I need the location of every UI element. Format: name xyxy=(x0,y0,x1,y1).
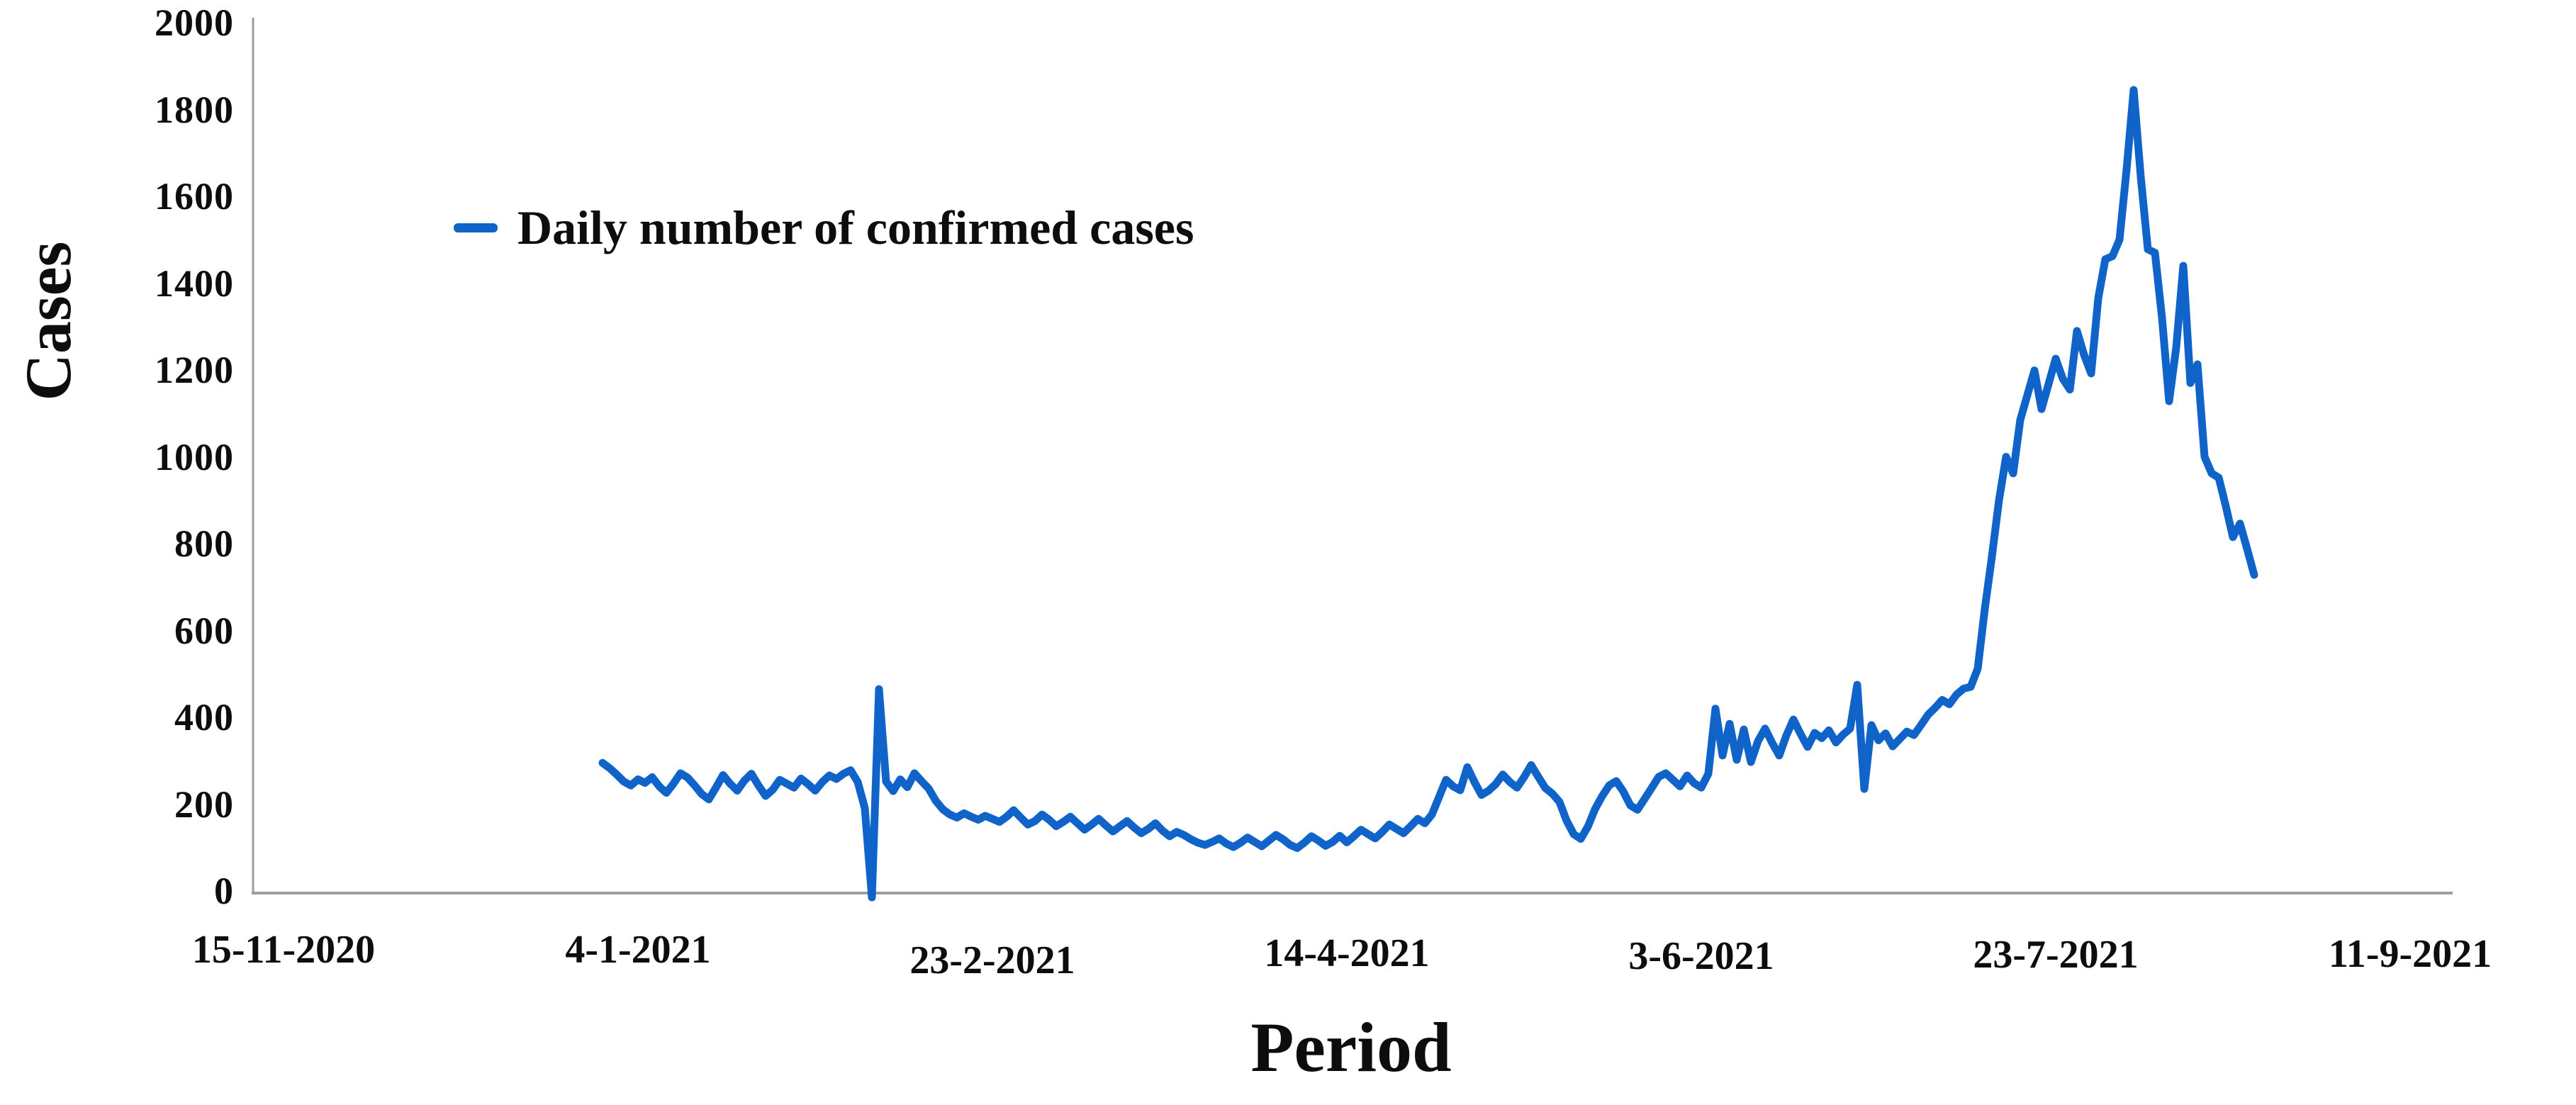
y-tick-label: 1400 xyxy=(155,262,234,305)
x-axis-title: Period xyxy=(1250,1008,1452,1087)
cases-line-series xyxy=(598,86,2258,902)
y-tick-label: 1800 xyxy=(155,88,234,131)
y-tick-label: 1000 xyxy=(155,435,234,478)
x-tick-label: 3-6-2021 xyxy=(1628,934,1774,978)
x-tick-label: 23-7-2021 xyxy=(1973,933,2139,977)
y-tick-label: 2000 xyxy=(155,1,234,44)
y-tick-label: 800 xyxy=(174,522,234,565)
x-tick-label: 11-9-2021 xyxy=(2328,932,2492,976)
y-tick-label: 1600 xyxy=(155,175,234,218)
y-tick-label: 400 xyxy=(174,696,234,739)
legend: Daily number of confirmed cases xyxy=(454,200,1194,256)
x-tick-label: 4-1-2021 xyxy=(565,928,711,972)
legend-label: Daily number of confirmed cases xyxy=(517,201,1194,254)
y-tick-label: 0 xyxy=(214,870,234,912)
y-tick-label: 600 xyxy=(174,609,234,652)
legend-line-marker xyxy=(454,223,498,232)
y-axis-title: Cases xyxy=(12,241,84,401)
x-tick-label: 14-4-2021 xyxy=(1264,931,1430,975)
x-tick-label: 23-2-2021 xyxy=(909,938,1075,982)
y-tick-label: 200 xyxy=(174,783,234,826)
x-tick-label: 15-11-2020 xyxy=(191,928,376,972)
y-tick-label: 1200 xyxy=(155,349,234,391)
